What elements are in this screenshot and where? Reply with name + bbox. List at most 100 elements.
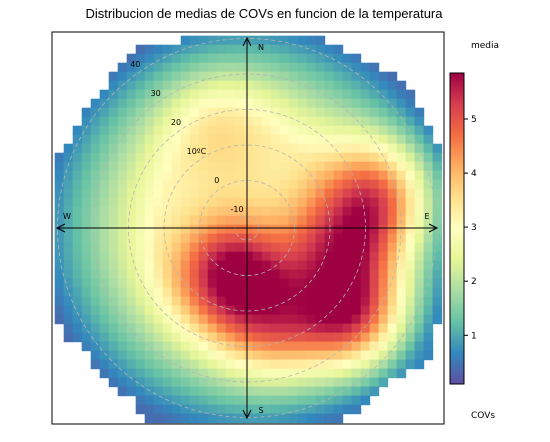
heatmap-cell — [117, 224, 128, 235]
heatmap-cell — [99, 143, 110, 154]
heatmap-cell — [243, 260, 254, 271]
heatmap-cell — [342, 269, 353, 280]
heatmap-cell — [324, 125, 335, 136]
heatmap-cell — [153, 296, 164, 307]
heatmap-cell — [144, 98, 155, 109]
heatmap-cell — [270, 35, 281, 46]
heatmap-cell — [405, 242, 416, 253]
heatmap-cell — [369, 260, 380, 271]
heatmap-cell — [63, 224, 74, 235]
heatmap-cell — [405, 314, 416, 325]
heatmap-cell — [432, 215, 443, 226]
heatmap-cell — [252, 89, 263, 100]
heatmap-cell — [180, 350, 191, 361]
heatmap-cell — [216, 233, 227, 244]
heatmap-cell — [360, 314, 371, 325]
heatmap-cell — [297, 242, 308, 253]
heatmap-cell — [153, 287, 164, 298]
heatmap-cell — [54, 197, 65, 208]
heatmap-cell — [405, 179, 416, 190]
heatmap-cell — [333, 224, 344, 235]
heatmap-cell — [279, 413, 290, 424]
heatmap-cell — [369, 332, 380, 343]
heatmap-cell — [198, 116, 209, 127]
heatmap-cell — [306, 98, 317, 109]
heatmap-cell — [342, 89, 353, 100]
heatmap-cell — [162, 44, 173, 55]
heatmap-cell — [423, 341, 434, 352]
heatmap-cell — [342, 62, 353, 73]
heatmap-cell — [90, 107, 101, 118]
heatmap-cell — [144, 224, 155, 235]
heatmap-cell — [414, 197, 425, 208]
heatmap-cell — [369, 296, 380, 307]
heatmap-cell — [405, 98, 416, 109]
heatmap-cell — [144, 242, 155, 253]
heatmap-cell — [324, 269, 335, 280]
radial-tick-label: -10 — [231, 205, 244, 214]
heatmap-cell — [306, 242, 317, 253]
heatmap-cell — [234, 323, 245, 334]
heatmap-cell — [387, 368, 398, 379]
heatmap-cell — [333, 296, 344, 307]
heatmap-cell — [126, 296, 137, 307]
heatmap-cell — [171, 395, 182, 406]
heatmap-cell — [315, 161, 326, 172]
heatmap-cell — [378, 269, 389, 280]
heatmap-cell — [333, 377, 344, 388]
heatmap-cell — [369, 98, 380, 109]
heatmap-cell — [198, 287, 209, 298]
heatmap-cell — [261, 251, 272, 262]
heatmap-cell — [261, 242, 272, 253]
heatmap-cell — [216, 395, 227, 406]
heatmap-cell — [396, 215, 407, 226]
heatmap-cell — [387, 350, 398, 361]
heatmap-cell — [54, 179, 65, 190]
heatmap-cell — [198, 197, 209, 208]
heatmap-cell — [306, 143, 317, 154]
heatmap-cell — [288, 269, 299, 280]
heatmap-cell — [117, 242, 128, 253]
heatmap-cell — [306, 179, 317, 190]
heatmap-cell — [378, 368, 389, 379]
heatmap-cell — [135, 377, 146, 388]
heatmap-cell — [297, 188, 308, 199]
heatmap-cell — [234, 260, 245, 271]
heatmap-cell — [207, 116, 218, 127]
heatmap-cell — [81, 296, 92, 307]
colorbar-tick-label: 1 — [471, 331, 477, 341]
heatmap-cell — [351, 233, 362, 244]
heatmap-cell — [270, 188, 281, 199]
heatmap-cell — [378, 125, 389, 136]
heatmap-cell — [81, 269, 92, 280]
heatmap-cell — [288, 350, 299, 361]
heatmap-cell — [279, 44, 290, 55]
heatmap-cell — [189, 377, 200, 388]
heatmap-cell — [351, 278, 362, 289]
heatmap-cell — [189, 35, 200, 46]
heatmap-cell — [261, 278, 272, 289]
heatmap-cell — [432, 188, 443, 199]
heatmap-cell — [135, 188, 146, 199]
heatmap-cell — [171, 377, 182, 388]
heatmap-cell — [351, 179, 362, 190]
heatmap-cell — [351, 377, 362, 388]
heatmap-cell — [396, 251, 407, 262]
heatmap-cell — [306, 251, 317, 262]
heatmap-cell — [315, 350, 326, 361]
heatmap-cell — [351, 98, 362, 109]
heatmap-cell — [396, 287, 407, 298]
heatmap-cell — [297, 341, 308, 352]
heatmap-cell — [135, 386, 146, 397]
heatmap-cell — [306, 404, 317, 415]
heatmap-cell — [333, 404, 344, 415]
heatmap-cell — [378, 350, 389, 361]
heatmap-cell — [288, 89, 299, 100]
heatmap-cell — [396, 143, 407, 154]
heatmap-cell — [126, 170, 137, 181]
heatmap-cell — [153, 278, 164, 289]
heatmap-cell — [72, 242, 83, 253]
heatmap-cell — [225, 215, 236, 226]
heatmap-cell — [324, 188, 335, 199]
heatmap-cell — [342, 368, 353, 379]
